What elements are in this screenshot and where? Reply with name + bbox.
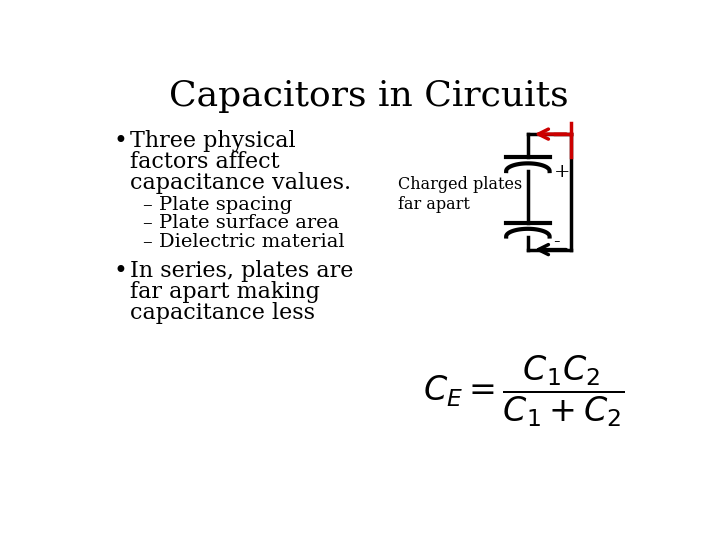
Text: far apart making: far apart making <box>130 281 320 303</box>
Text: factors affect: factors affect <box>130 151 280 173</box>
Text: Three physical: Three physical <box>130 130 296 152</box>
Text: Capacitors in Circuits: Capacitors in Circuits <box>169 79 569 113</box>
Text: Charged plates
far apart: Charged plates far apart <box>398 177 523 213</box>
Text: In series, plates are: In series, plates are <box>130 260 354 282</box>
Text: +: + <box>554 164 570 181</box>
Text: -: - <box>554 233 560 252</box>
Text: •: • <box>113 130 127 153</box>
Text: capacitance less: capacitance less <box>130 302 315 324</box>
Text: – Plate spacing: – Plate spacing <box>143 195 292 214</box>
Text: •: • <box>113 260 127 284</box>
Text: capacitance values.: capacitance values. <box>130 172 351 194</box>
Text: – Plate surface area: – Plate surface area <box>143 214 339 232</box>
Text: $C_E = \dfrac{C_1 C_2}{C_1 + C_2}$: $C_E = \dfrac{C_1 C_2}{C_1 + C_2}$ <box>423 354 624 429</box>
Text: – Dielectric material: – Dielectric material <box>143 233 344 251</box>
